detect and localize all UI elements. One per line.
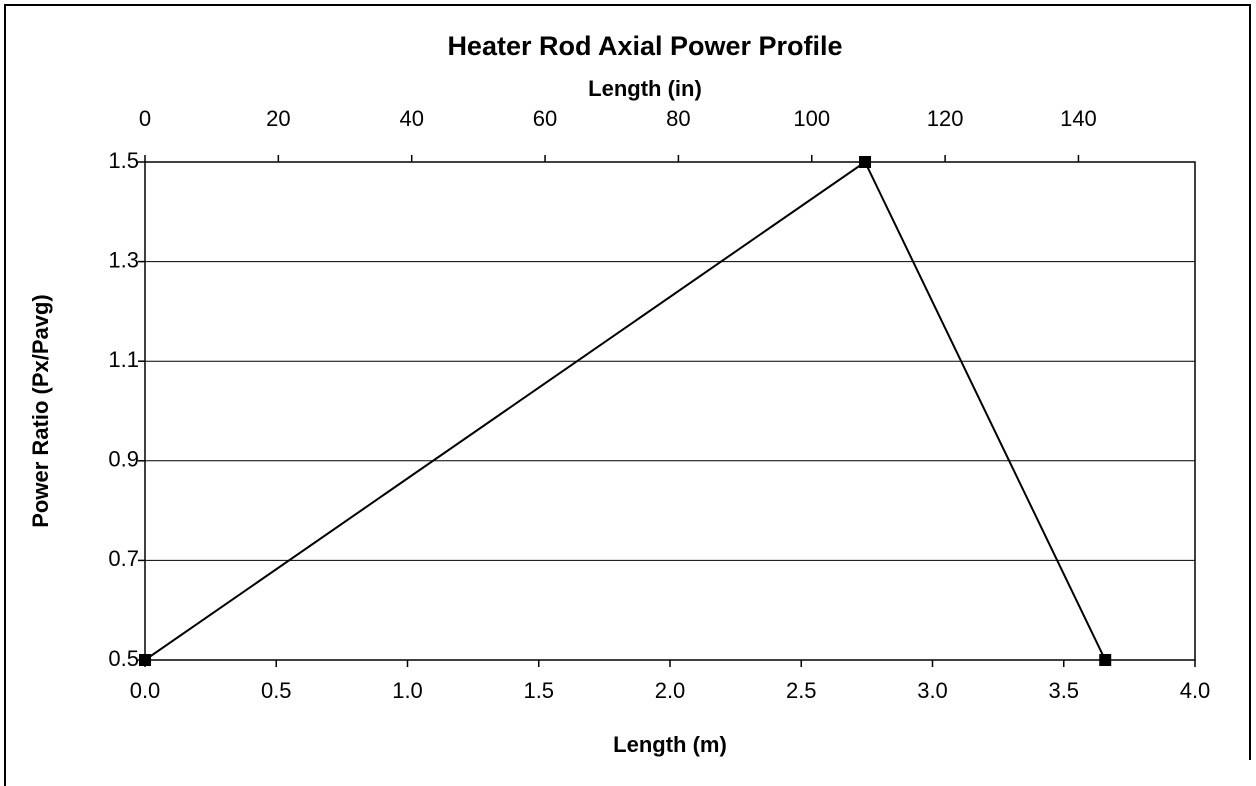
y-axis-label: Power Ratio (Px/Pavg)	[28, 294, 53, 528]
x-tick-label: 3.0	[917, 678, 948, 703]
x2-axis-label: Length (in)	[588, 76, 702, 101]
marker	[859, 156, 872, 168]
x-tick-label: 1.0	[392, 678, 423, 703]
plot-area	[144, 161, 1196, 661]
x-axis-label: Length (m)	[613, 732, 727, 757]
x2-tick-label: 140	[1060, 106, 1097, 131]
y-tick-label: 0.5	[108, 646, 139, 671]
x-tick-label: 1.5	[523, 678, 554, 703]
x2-tick-label: 60	[533, 106, 557, 131]
x-tick-label: 2.0	[655, 678, 686, 703]
x-tick-label: 0.0	[130, 678, 161, 703]
series-line	[144, 160, 1107, 661]
x2-tick-label: 100	[793, 106, 830, 131]
x2-tick-label: 120	[927, 106, 964, 131]
y-tick-label: 1.1	[108, 347, 139, 372]
x2-tick-label: 20	[266, 106, 290, 131]
x-tick-label: 2.5	[786, 678, 817, 703]
y-tick-label: 0.7	[108, 546, 139, 571]
x-tick-label: 3.5	[1048, 678, 1079, 703]
marker	[139, 654, 151, 666]
x-tick-label: 0.5	[261, 678, 292, 703]
y-tick-label: 1.5	[108, 148, 139, 173]
y-tick-label: 0.9	[108, 447, 139, 472]
y-tick-label: 1.3	[108, 247, 139, 272]
frame	[4, 4, 1251, 786]
x-tick-label: 4.0	[1180, 678, 1211, 703]
x2-tick-label: 80	[666, 106, 690, 131]
x2-tick-label: 0	[139, 106, 151, 131]
chart-title: Heater Rod Axial Power Profile	[447, 31, 842, 61]
marker	[1099, 654, 1112, 666]
x2-tick-label: 40	[399, 106, 423, 131]
